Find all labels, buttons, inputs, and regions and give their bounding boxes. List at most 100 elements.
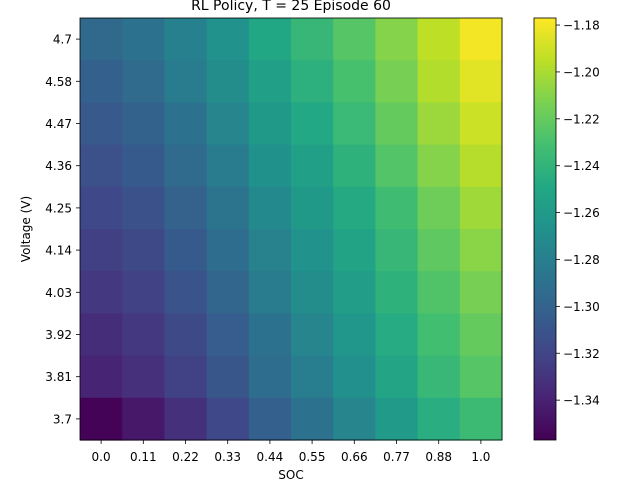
colorbar-ticks: −1.34 −1.32 −1.30 −1.28 −1.26 −1.24 −1.22 −1.20… xyxy=(556,19,600,408)
y-tick-label: 4.14 xyxy=(45,244,72,258)
heatmap-cell xyxy=(418,145,461,188)
heatmap-cell xyxy=(291,313,334,356)
heatmap-cell xyxy=(291,356,334,399)
heatmap-cell xyxy=(418,271,461,314)
heatmap-cell xyxy=(122,102,165,145)
heatmap-cell xyxy=(375,145,418,188)
heatmap-cell xyxy=(207,60,250,103)
y-tick-label: 4.58 xyxy=(45,75,72,89)
heatmap-cell xyxy=(249,187,292,230)
chart-title: RL Policy, T = 25 Episode 60 xyxy=(191,0,391,14)
x-tick-label: 0.88 xyxy=(425,450,452,464)
heatmap-cell xyxy=(80,102,123,145)
x-tick-label: 1.0 xyxy=(471,450,490,464)
heatmap-cell xyxy=(418,398,461,441)
heatmap-cell xyxy=(80,398,123,441)
heatmap-cell xyxy=(333,313,376,356)
heatmap-cell xyxy=(291,18,334,61)
heatmap-cell xyxy=(80,187,123,230)
heatmap-cell xyxy=(122,398,165,441)
heatmap-cell xyxy=(375,187,418,230)
heatmap-cell xyxy=(164,271,207,314)
colorbar-tick-label: −1.26 xyxy=(563,206,600,220)
heatmap-cell xyxy=(249,356,292,399)
heatmap-cell xyxy=(207,356,250,399)
heatmap-cell xyxy=(418,60,461,103)
heatmap-cell xyxy=(80,356,123,399)
heatmap-cell xyxy=(80,18,123,61)
heatmap-cell xyxy=(418,187,461,230)
heatmap-cell xyxy=(164,102,207,145)
heatmap-cell xyxy=(418,229,461,272)
heatmap-cell xyxy=(460,187,503,230)
x-tick-label: 0.66 xyxy=(341,450,368,464)
heatmap-cell xyxy=(249,398,292,441)
heatmap-cell xyxy=(291,102,334,145)
heatmap-cell xyxy=(164,313,207,356)
heatmap-cell xyxy=(164,229,207,272)
y-tick-label: 4.36 xyxy=(45,159,72,173)
y-tick-label: 4.25 xyxy=(45,201,72,215)
heatmap-cell xyxy=(249,60,292,103)
heatmap-cell xyxy=(164,18,207,61)
heatmap-cell xyxy=(122,60,165,103)
heatmap-cell xyxy=(207,398,250,441)
heatmap-cell xyxy=(418,313,461,356)
heatmap-cell xyxy=(249,102,292,145)
heatmap-cell xyxy=(207,18,250,61)
heatmap-cell xyxy=(207,271,250,314)
colorbar-tick-label: −1.28 xyxy=(563,253,600,267)
heatmap-cell xyxy=(375,102,418,145)
heatmap-cell xyxy=(375,60,418,103)
heatmap-cell xyxy=(122,187,165,230)
heatmap-cell xyxy=(333,271,376,314)
x-tick-label: 0.55 xyxy=(299,450,326,464)
heatmap-cell xyxy=(164,145,207,188)
heatmap-cell xyxy=(333,187,376,230)
colorbar-tick-label: −1.20 xyxy=(563,65,600,79)
heatmap-cell xyxy=(207,187,250,230)
colorbar-tick-label: −1.32 xyxy=(563,347,600,361)
heatmap-cell xyxy=(291,229,334,272)
heatmap-cell xyxy=(80,145,123,188)
colorbar-tick-label: −1.34 xyxy=(563,394,600,408)
heatmap-cell xyxy=(418,18,461,61)
heatmap-cell xyxy=(80,60,123,103)
heatmap-cell xyxy=(291,187,334,230)
y-tick-label: 3.81 xyxy=(45,370,72,384)
heatmap-cell xyxy=(164,187,207,230)
x-tick-label: 0.11 xyxy=(130,450,157,464)
x-tick-label: 0.22 xyxy=(172,450,199,464)
colorbar-tick-label: −1.18 xyxy=(563,19,600,33)
heatmap-cell xyxy=(207,145,250,188)
heatmap-cell xyxy=(207,313,250,356)
x-axis-ticks: 0.0 0.11 0.22 0.33 0.44 0.55 0.66 0.77 0.88 1.0 xyxy=(92,440,491,464)
y-tick-label: 3.7 xyxy=(53,412,72,426)
y-tick-label: 4.03 xyxy=(45,286,72,300)
heatmap-cell xyxy=(164,398,207,441)
y-tick-label: 4.7 xyxy=(53,33,72,47)
heatmap-cell xyxy=(375,271,418,314)
heatmap-cell xyxy=(375,356,418,399)
heatmap-cell xyxy=(291,60,334,103)
heatmap-cell xyxy=(122,18,165,61)
heatmap-cell xyxy=(460,60,503,103)
heatmap-cell xyxy=(249,18,292,61)
heatmap-cell xyxy=(460,356,503,399)
heatmap-cell xyxy=(333,145,376,188)
colorbar xyxy=(534,18,556,440)
x-tick-label: 0.33 xyxy=(214,450,241,464)
heatmap-cells xyxy=(80,18,503,441)
heatmap-cell xyxy=(164,60,207,103)
heatmap-cell xyxy=(333,356,376,399)
heatmap-cell xyxy=(122,229,165,272)
heatmap-cell xyxy=(291,398,334,441)
colorbar-tick-label: −1.22 xyxy=(563,112,600,126)
heatmap-cell xyxy=(460,145,503,188)
heatmap-cell xyxy=(122,145,165,188)
y-tick-label: 4.47 xyxy=(45,117,72,131)
heatmap-cell xyxy=(207,102,250,145)
heatmap-cell xyxy=(375,18,418,61)
heatmap-cell xyxy=(375,313,418,356)
